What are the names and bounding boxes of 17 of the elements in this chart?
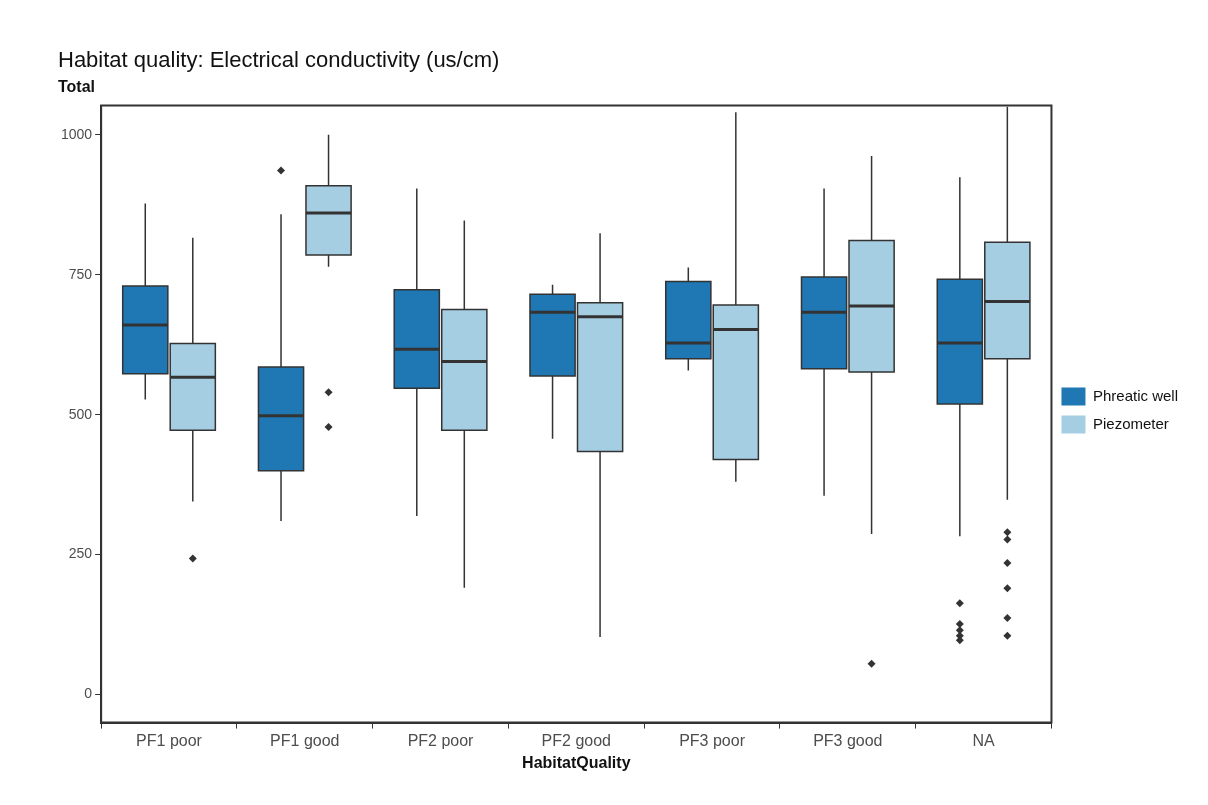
y-tick-label: 500 (68, 405, 93, 422)
x-axis-title: HabitatQuality (522, 753, 631, 771)
legend-label: Piezometer (1092, 414, 1169, 432)
x-tick-label: PF1 good (270, 731, 340, 749)
chart-title: Habitat quality: Electrical conductivity (us/cm) (58, 47, 500, 73)
x-tick-label: PF2 good (541, 731, 611, 749)
x-tick-label: PF2 poor (407, 731, 475, 749)
x-tick-label: PF3 poor (679, 731, 746, 749)
y-tick-label: 0 (84, 685, 93, 702)
x-tick-label: NA (972, 731, 996, 749)
y-tick-label: 750 (68, 265, 93, 282)
x-tick-label: PF3 good (813, 731, 883, 749)
chart-subtitle: Total (58, 78, 96, 96)
y-tick-label: 250 (68, 545, 93, 562)
legend-label: Phreatic well (1092, 386, 1179, 404)
y-tick-label: 1000 (60, 125, 93, 142)
x-tick-label: PF1 poor (136, 731, 203, 749)
